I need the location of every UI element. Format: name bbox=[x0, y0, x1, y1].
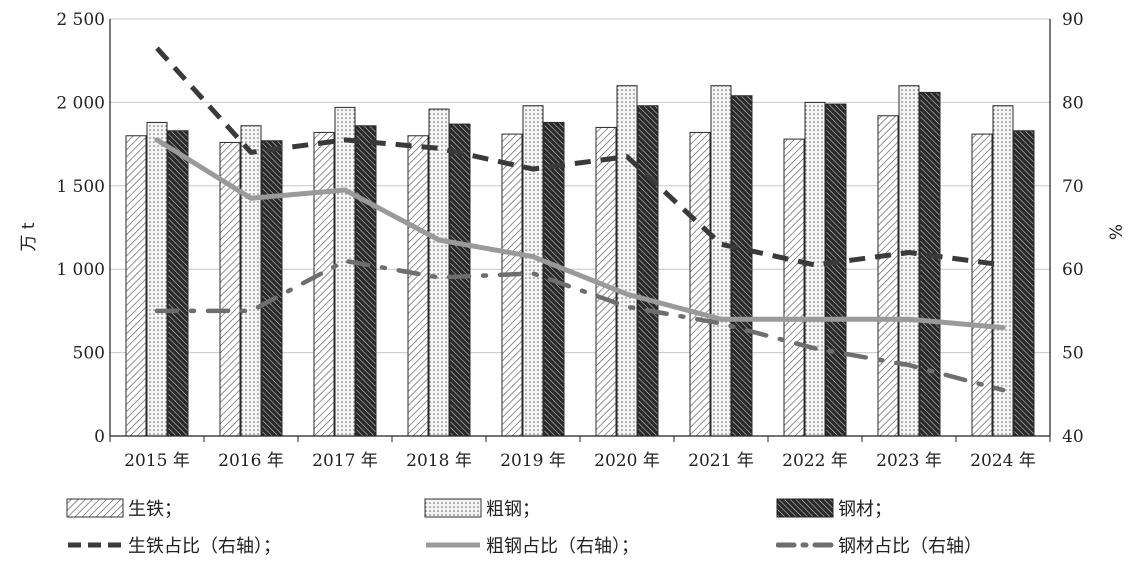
bar bbox=[1013, 130, 1035, 437]
legend-item-crude-steel: 粗钢； bbox=[424, 493, 540, 523]
bar bbox=[804, 101, 826, 437]
x-tick-label: 2015 年 bbox=[124, 451, 190, 471]
bar bbox=[449, 123, 471, 437]
legend-swatch-crude-steel-ratio bbox=[426, 542, 480, 548]
bar bbox=[898, 85, 920, 437]
bar bbox=[334, 106, 356, 437]
bars bbox=[125, 85, 1035, 437]
bar bbox=[167, 130, 189, 437]
bar bbox=[616, 85, 638, 437]
legend: 生铁； 粗钢； 钢材； 生铁占比（右轴）； 粗钢占比（右轴）； 钢材占比（右轴） bbox=[0, 486, 1140, 564]
bar bbox=[261, 140, 283, 437]
legend-item-pig-iron: 生铁； bbox=[66, 493, 182, 523]
bar bbox=[313, 131, 335, 437]
legend-item-steel-products-ratio: 钢材占比（右轴） bbox=[776, 530, 982, 560]
ratio-lines bbox=[154, 46, 1006, 393]
x-tick-label: 2022 年 bbox=[782, 451, 848, 471]
x-tick-label: 2023 年 bbox=[876, 451, 942, 471]
legend-swatch-pig-iron-ratio bbox=[68, 542, 122, 548]
y2-tick-label: 80 bbox=[1062, 93, 1084, 113]
y-tick-label: 2 000 bbox=[56, 93, 105, 113]
bar bbox=[971, 133, 993, 437]
bar bbox=[428, 108, 450, 437]
bar bbox=[407, 135, 429, 437]
legend-item-pig-iron-ratio: 生铁占比（右轴）； bbox=[66, 530, 281, 560]
legend-item-steel-products: 钢材； bbox=[776, 493, 892, 523]
chart-area: 0 40 500 50 1 000 60 1 500 70 2 000 80 2 500 90 2015… bbox=[19, 10, 1127, 471]
bar bbox=[501, 133, 523, 437]
x-tick-label: 2018 年 bbox=[406, 451, 472, 471]
x-tick-label: 2024 年 bbox=[970, 451, 1036, 471]
bar bbox=[522, 105, 544, 437]
series-line bbox=[155, 46, 1004, 268]
bar bbox=[919, 91, 941, 437]
x-tick-label: 2017 年 bbox=[312, 451, 378, 471]
y-tick-label: 1 500 bbox=[56, 177, 105, 197]
series-line bbox=[154, 137, 1006, 331]
y-tick-label: 0 bbox=[94, 427, 105, 447]
bar bbox=[240, 125, 262, 437]
y-axis-title: 万 t bbox=[19, 222, 39, 251]
bar bbox=[783, 138, 805, 437]
legend-swatch-steel-products-ratio bbox=[776, 542, 834, 548]
legend-label-crude-steel: 粗钢； bbox=[486, 499, 540, 520]
y-tick-label: 1 000 bbox=[56, 260, 105, 280]
bar bbox=[689, 131, 711, 437]
y2-axis-title: % bbox=[1107, 224, 1127, 240]
legend-label-pig-iron: 生铁； bbox=[128, 499, 182, 520]
legend-label-steel-products: 钢材； bbox=[838, 499, 892, 520]
legend-swatch-steel-products bbox=[776, 498, 834, 518]
x-tick-label: 2016 年 bbox=[218, 451, 284, 471]
bar bbox=[710, 85, 732, 437]
y-tick-label: 2 500 bbox=[56, 10, 105, 30]
y2-tick-label: 50 bbox=[1062, 344, 1084, 364]
legend-item-crude-steel-ratio: 粗钢占比（右轴）； bbox=[424, 530, 639, 560]
bar bbox=[355, 125, 377, 437]
axes: 0 40 500 50 1 000 60 1 500 70 2 000 80 2 500 90 2015… bbox=[56, 10, 1083, 471]
bar bbox=[146, 121, 168, 437]
x-tick-label: 2020 年 bbox=[594, 451, 660, 471]
legend-label-crude-steel-ratio: 粗钢占比（右轴）； bbox=[486, 536, 639, 557]
legend-swatch-crude-steel bbox=[424, 498, 482, 518]
bar bbox=[877, 115, 899, 437]
y2-tick-label: 70 bbox=[1062, 177, 1084, 197]
y2-tick-label: 90 bbox=[1062, 10, 1084, 30]
legend-swatch-pig-iron bbox=[66, 498, 124, 518]
x-tick-label: 2021 年 bbox=[688, 451, 754, 471]
x-tick-label: 2019 年 bbox=[500, 451, 566, 471]
bar bbox=[125, 135, 147, 437]
y2-tick-label: 40 bbox=[1062, 427, 1084, 447]
bar bbox=[637, 105, 659, 437]
legend-label-steel-products-ratio: 钢材占比（右轴） bbox=[838, 536, 982, 557]
bar bbox=[825, 103, 847, 437]
y2-tick-label: 60 bbox=[1062, 260, 1084, 280]
legend-label-pig-iron-ratio: 生铁占比（右轴）； bbox=[128, 536, 281, 557]
series-line bbox=[154, 258, 1006, 393]
bar bbox=[731, 95, 753, 437]
y-tick-label: 500 bbox=[73, 344, 105, 364]
